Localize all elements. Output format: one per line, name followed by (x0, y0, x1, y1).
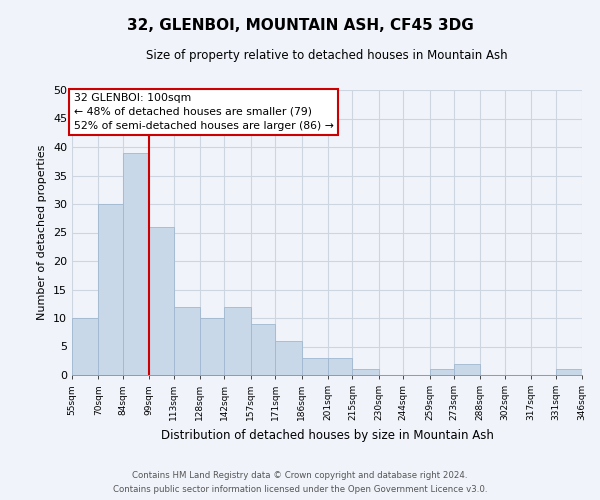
Bar (556, 370, 582, 375)
Title: Size of property relative to detached houses in Mountain Ash: Size of property relative to detached ho… (146, 50, 508, 62)
Bar (123, 152, 149, 375)
Bar (352, 370, 379, 375)
Bar (328, 358, 352, 375)
Bar (454, 364, 481, 375)
Bar (72, 318, 98, 375)
Bar (275, 341, 302, 375)
Text: Contains HM Land Registry data © Crown copyright and database right 2024.
Contai: Contains HM Land Registry data © Crown c… (113, 472, 487, 494)
X-axis label: Distribution of detached houses by size in Mountain Ash: Distribution of detached houses by size … (161, 428, 493, 442)
Y-axis label: Number of detached properties: Number of detached properties (37, 145, 47, 320)
Bar (173, 306, 200, 375)
Bar (430, 370, 454, 375)
Text: 32 GLENBOI: 100sqm
← 48% of detached houses are smaller (79)
52% of semi-detache: 32 GLENBOI: 100sqm ← 48% of detached hou… (74, 93, 334, 131)
Text: 32, GLENBOI, MOUNTAIN ASH, CF45 3DG: 32, GLENBOI, MOUNTAIN ASH, CF45 3DG (127, 18, 473, 32)
Bar (251, 324, 275, 375)
Bar (200, 318, 224, 375)
Bar (98, 204, 123, 375)
Bar (224, 306, 251, 375)
Bar (149, 227, 173, 375)
Bar (302, 358, 328, 375)
